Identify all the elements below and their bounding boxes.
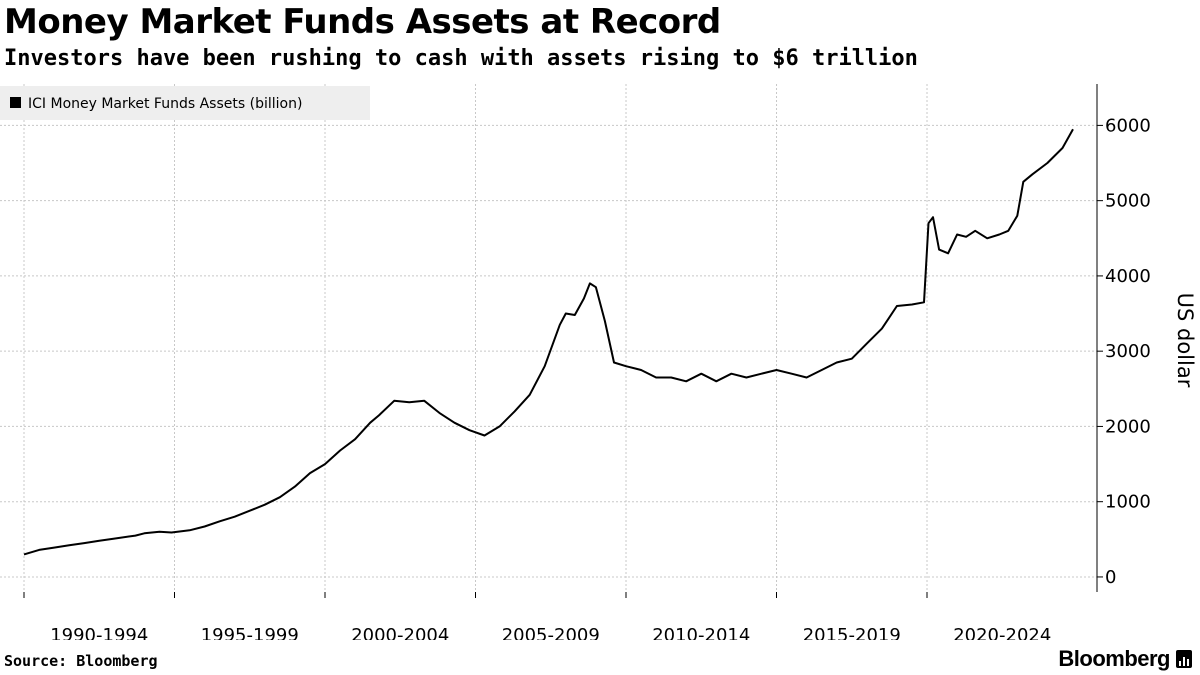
brand-name: Bloomberg	[1058, 646, 1170, 671]
legend: ICI Money Market Funds Assets (billion)	[0, 86, 370, 120]
y-axis-label: US dollar	[1173, 293, 1197, 388]
legend-swatch	[10, 97, 21, 108]
legend-background	[0, 86, 370, 120]
series-line-money-market-assets	[23, 128, 1074, 556]
bar-chart-icon	[1176, 650, 1192, 668]
x-tick-label: 2000-2004	[351, 625, 449, 640]
y-tick-label: 1000	[1105, 492, 1151, 513]
y-tick-label: 0	[1105, 567, 1116, 588]
x-tick-label: 1995-1999	[201, 625, 299, 640]
brand-logo: Bloomberg	[1058, 646, 1192, 672]
chart-subtitle: Investors have been rushing to cash with…	[4, 46, 918, 71]
y-tick-label: 2000	[1105, 416, 1151, 437]
legend-entry: ICI Money Market Funds Assets (billion)	[28, 96, 302, 112]
grid-layer	[0, 84, 1097, 592]
y-tick-label: 5000	[1105, 191, 1151, 212]
y-tick-label: 6000	[1105, 115, 1151, 136]
x-tick-label: 2015-2019	[803, 625, 901, 640]
source-note: Source: Bloomberg	[4, 652, 158, 670]
x-tick-label: 2020-2024	[953, 625, 1051, 640]
line-chart: ICI Money Market Funds Assets (billion) …	[0, 84, 1197, 640]
chart-title: Money Market Funds Assets at Record	[4, 2, 721, 42]
axis-layer: 0 1000 2000 3000 4000 5000 6000 1990-1994 1995-1…	[23, 84, 1151, 640]
x-tick-label: 2010-2014	[652, 625, 750, 640]
series-layer	[23, 128, 1074, 556]
x-tick-label: 1990-1994	[50, 625, 148, 640]
y-tick-label: 3000	[1105, 341, 1151, 362]
x-tick-label: 2005-2009	[502, 625, 600, 640]
y-tick-label: 4000	[1105, 266, 1151, 287]
